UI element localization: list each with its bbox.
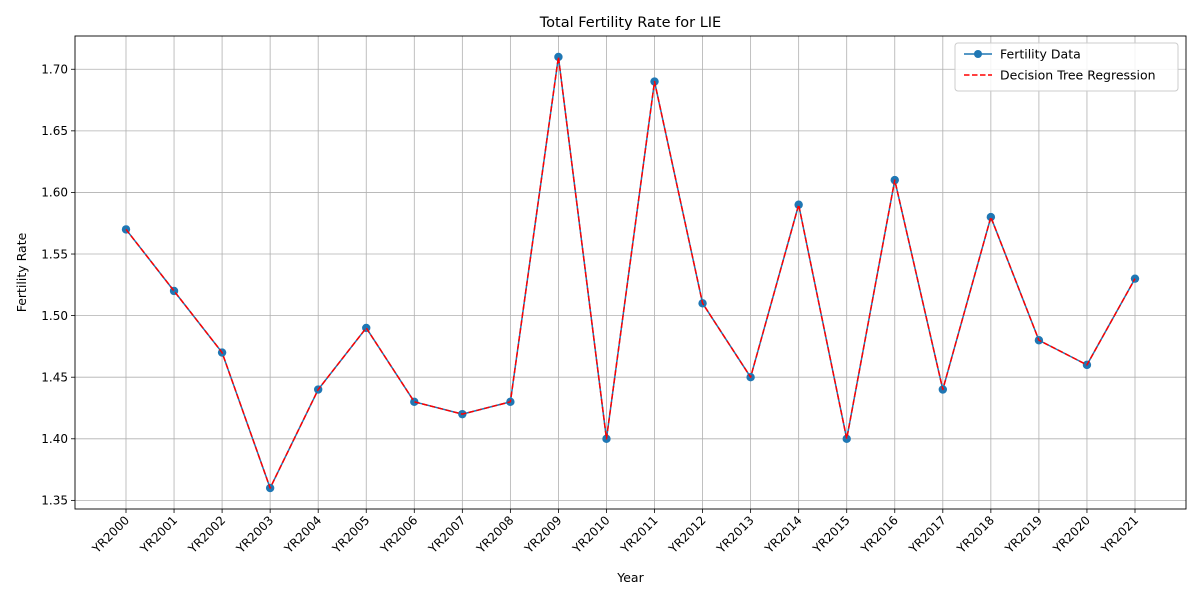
- data-point-fertility-data: [1130, 274, 1140, 283]
- y-axis-label: Fertility Rate: [14, 232, 29, 312]
- grid-lines: [75, 36, 1186, 509]
- series-layer: [121, 52, 1140, 493]
- data-point-fertility-data: [986, 212, 996, 222]
- y-tick-label: 1.70: [41, 63, 68, 77]
- y-tick-label: 1.50: [41, 309, 68, 323]
- y-tick-label: 1.40: [41, 432, 68, 446]
- y-tick-label: 1.65: [41, 124, 68, 138]
- data-point-fertility-data: [554, 52, 563, 62]
- y-tick-label: 1.45: [41, 371, 68, 385]
- legend-box: [954, 42, 1179, 92]
- x-axis-label: Year: [616, 570, 644, 585]
- legend-label-fertility-data: Fertility Data: [1000, 47, 1081, 62]
- y-axis-ticks: 1.35 1.40 1.45 1.50 1.55 1.60 1.65 1.70: [41, 63, 75, 508]
- y-tick-label: 1.35: [41, 494, 68, 508]
- legend-label-decision-tree: Decision Tree Regression: [1000, 68, 1156, 83]
- plot-frame: [74, 35, 1187, 510]
- y-tick-label: 1.55: [41, 247, 68, 261]
- chart-title: Total Fertility Rate for LIE: [539, 15, 721, 31]
- legend: Fertility Data Decision Tree Regression: [954, 42, 1179, 92]
- data-point-fertility-data: [794, 200, 803, 209]
- series-line-decision-tree: [125, 56, 1136, 489]
- legend-marker-fertility-data: [974, 50, 982, 58]
- y-tick-label: 1.60: [41, 186, 68, 200]
- data-point-fertility-data: [842, 434, 851, 443]
